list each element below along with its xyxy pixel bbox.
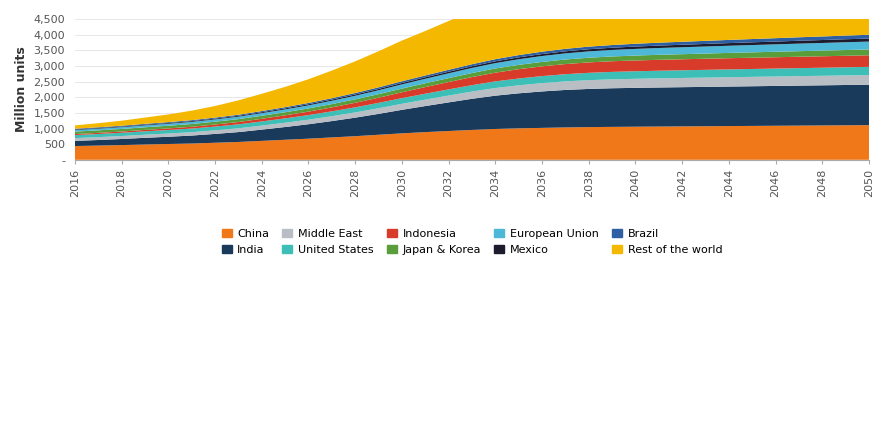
Legend: China, India, Middle East, United States, Indonesia, Japan & Korea, European Uni: China, India, Middle East, United States… <box>217 224 727 259</box>
Y-axis label: Million units: Million units <box>15 46 28 132</box>
